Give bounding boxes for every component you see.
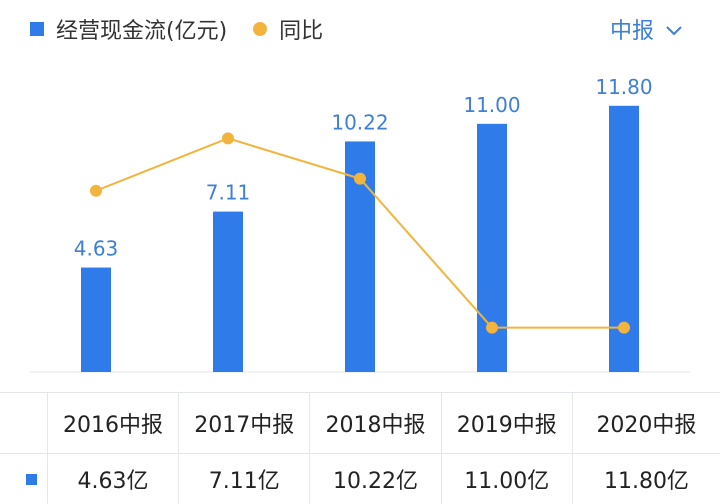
- yoy-point-0: [90, 184, 102, 197]
- legend-line-label: 同比: [279, 19, 324, 44]
- legend-item-yoy[interactable]: 同比: [253, 13, 323, 45]
- legend-bar-label: 经营现金流(亿元): [56, 19, 228, 44]
- table-value-cell: 4.63亿: [48, 454, 180, 504]
- table-value-cell: 11.80亿: [603, 469, 689, 494]
- bar-value-label-0: 4.63: [74, 237, 119, 261]
- bar-0: [81, 267, 111, 372]
- table-header-cell: 2019中报: [442, 393, 573, 453]
- table-header-cell: 2016中报: [48, 393, 180, 453]
- row-marker-square: [26, 473, 37, 485]
- data-table: 2016中报 2017中报 2018中报 2019中报 2020中报 4.63亿…: [0, 392, 720, 504]
- bar-value-label-4: 11.80: [595, 75, 652, 99]
- table-row-marker-cell: [0, 454, 48, 504]
- bar-value-label-3: 11.00: [463, 93, 520, 117]
- yoy-point-3: [486, 321, 498, 334]
- bar-value-label-2: 10.22: [331, 110, 388, 134]
- table-value-cell: 10.22亿: [310, 454, 442, 504]
- table-value-row: 4.63亿 7.11亿 10.22亿 11.00亿 11.80亿: [0, 454, 720, 504]
- chevron-down-icon: [666, 17, 682, 42]
- period-selector-label: 中报: [609, 19, 654, 44]
- yoy-point-2: [354, 172, 366, 185]
- legend-bar-swatch: [30, 22, 44, 36]
- yoy-point-1: [222, 132, 234, 145]
- table-value-cell: 11.00亿: [442, 454, 573, 504]
- period-selector[interactable]: 中报: [610, 14, 682, 44]
- bar-3: [477, 123, 507, 372]
- legend-item-cashflow[interactable]: 经营现金流(亿元): [30, 13, 227, 45]
- chart-legend: 经营现金流(亿元) 同比: [30, 14, 349, 44]
- table-header-row: 2016中报 2017中报 2018中报 2019中报 2020中报: [0, 393, 720, 454]
- table-header-cell: 2018中报: [310, 393, 442, 453]
- table-value-cell: 7.11亿: [179, 454, 311, 504]
- yoy-point-4: [618, 321, 630, 334]
- table-corner-cell: [0, 393, 48, 453]
- table-header-cell: 2020中报: [596, 413, 697, 438]
- bar-1: [213, 211, 243, 372]
- chart-canvas: 4.63 7.11 10.22 11.00 11.80: [30, 75, 690, 373]
- table-header-cell: 2017中报: [179, 393, 311, 453]
- bar-value-label-1: 7.11: [206, 181, 251, 205]
- legend-line-swatch: [253, 22, 268, 36]
